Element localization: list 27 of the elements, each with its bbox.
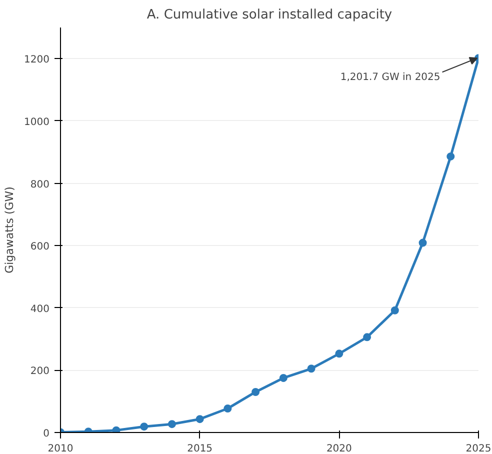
annotation: 1,201.7 GW in 2025 xyxy=(340,72,440,84)
y-tick-label: 0 xyxy=(43,428,50,440)
chart-title: A. Cumulative solar installed capacity xyxy=(146,8,392,22)
y-tick-label: 1200 xyxy=(24,54,50,66)
point xyxy=(224,404,232,413)
y-tick-label: 400 xyxy=(30,304,50,315)
point xyxy=(252,388,260,396)
y-tick-label: 600 xyxy=(30,242,50,253)
y-tick-label: 200 xyxy=(30,366,50,378)
point xyxy=(140,422,148,431)
point xyxy=(168,420,176,428)
y-axis-title: Gigawatts (GW) xyxy=(3,186,16,274)
point xyxy=(390,306,399,314)
y-tick-label: 1000 xyxy=(24,116,50,128)
point xyxy=(112,426,120,432)
point xyxy=(418,238,427,247)
point xyxy=(307,364,316,373)
point xyxy=(363,333,372,342)
point xyxy=(279,374,288,382)
x-tick-label: 2020 xyxy=(326,444,352,454)
point xyxy=(196,415,204,424)
x-tick-label: 2025 xyxy=(466,444,492,454)
point xyxy=(335,350,344,358)
x-tick-label: 2010 xyxy=(48,444,74,454)
point xyxy=(446,152,455,160)
y-tick-label: 800 xyxy=(30,179,50,190)
x-tick-label: 2015 xyxy=(187,444,213,454)
